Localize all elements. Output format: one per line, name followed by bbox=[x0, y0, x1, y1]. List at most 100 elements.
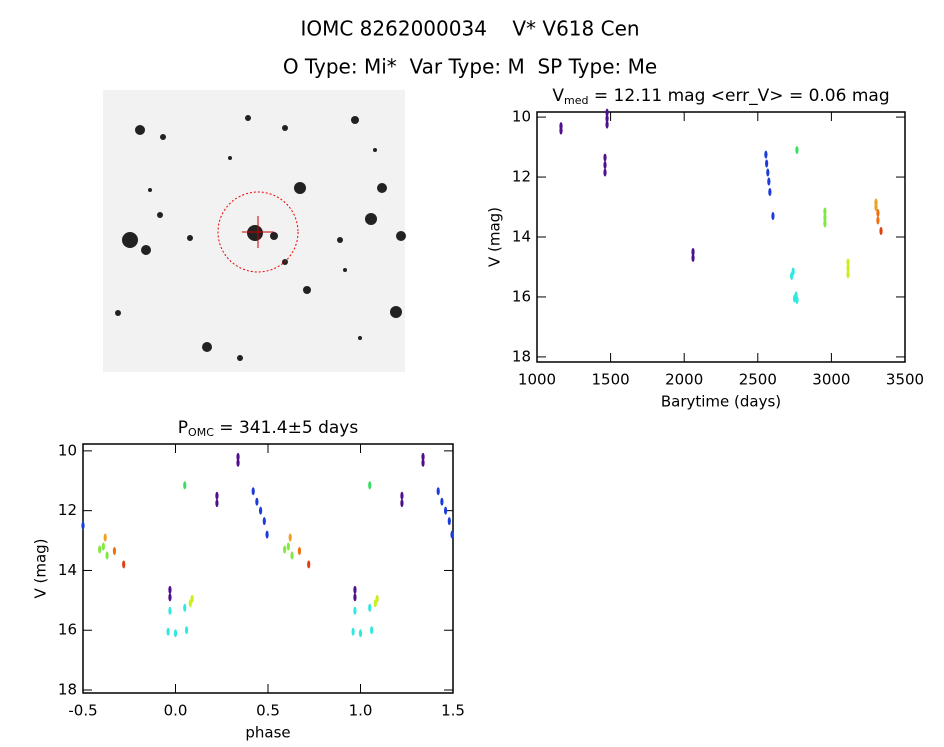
title-main: P bbox=[178, 418, 188, 438]
data-point bbox=[823, 207, 827, 216]
y-tick-label: 16 bbox=[58, 621, 77, 639]
data-point bbox=[846, 270, 850, 279]
data-point bbox=[768, 188, 772, 197]
data-point bbox=[105, 551, 109, 560]
data-point bbox=[101, 542, 105, 551]
data-point bbox=[368, 481, 372, 490]
title-main: V bbox=[552, 86, 564, 106]
data-point bbox=[307, 560, 311, 569]
data-point bbox=[876, 216, 880, 225]
data-point bbox=[185, 626, 189, 635]
data-point bbox=[122, 560, 126, 569]
data-point bbox=[400, 491, 404, 500]
data-point bbox=[183, 481, 187, 490]
data-point bbox=[81, 521, 85, 530]
data-point bbox=[823, 219, 827, 228]
title-rest: = 12.11 mag <err_V> = 0.06 mag bbox=[588, 86, 889, 106]
x-tick-label: 3000 bbox=[812, 371, 850, 389]
y-tick-label: 14 bbox=[512, 228, 531, 246]
data-point bbox=[168, 585, 172, 594]
data-point bbox=[168, 593, 172, 602]
data-point bbox=[255, 497, 259, 506]
y-tick-label: 10 bbox=[512, 108, 531, 126]
x-tick-label: 0.5 bbox=[256, 702, 280, 720]
data-point bbox=[236, 452, 240, 461]
data-point bbox=[846, 264, 850, 273]
data-point bbox=[290, 551, 294, 560]
x-tick-label: 1.0 bbox=[349, 702, 373, 720]
x-tick-label: -0.5 bbox=[68, 702, 97, 720]
data-point bbox=[603, 168, 607, 177]
data-point bbox=[691, 253, 695, 262]
data-point bbox=[771, 212, 775, 221]
data-point bbox=[764, 150, 768, 159]
data-point bbox=[353, 585, 357, 594]
data-point bbox=[846, 258, 850, 267]
y-tick-label: 16 bbox=[512, 287, 531, 305]
plot-frame bbox=[536, 111, 906, 363]
y-tick-label: 14 bbox=[58, 561, 77, 579]
data-point bbox=[351, 627, 355, 636]
data-point bbox=[236, 458, 240, 467]
x-tick-label: 1000 bbox=[518, 371, 556, 389]
data-point bbox=[791, 267, 795, 276]
data-point bbox=[603, 161, 607, 170]
x-axis-label: Barytime (days) bbox=[661, 393, 781, 411]
data-point bbox=[559, 126, 563, 135]
data-point bbox=[353, 593, 357, 602]
data-point bbox=[767, 177, 771, 186]
data-point bbox=[288, 533, 292, 542]
data-point bbox=[440, 497, 444, 506]
x-tick-label: 3500 bbox=[886, 371, 924, 389]
data-point bbox=[98, 545, 102, 554]
data-point bbox=[375, 594, 379, 603]
data-point bbox=[183, 603, 187, 612]
data-point bbox=[259, 506, 263, 515]
data-point bbox=[297, 547, 302, 556]
data-point bbox=[876, 209, 880, 218]
data-point bbox=[265, 530, 269, 539]
data-point bbox=[353, 606, 357, 615]
data-point bbox=[358, 629, 363, 638]
x-tick-label: 1.5 bbox=[441, 702, 465, 720]
data-point bbox=[215, 491, 219, 500]
x-tick-label: 1500 bbox=[592, 371, 630, 389]
data-point bbox=[286, 542, 290, 551]
data-point bbox=[691, 247, 695, 256]
x-tick-label: 2000 bbox=[665, 371, 703, 389]
data-point bbox=[251, 487, 255, 496]
data-point bbox=[262, 517, 266, 526]
data-point bbox=[166, 627, 170, 636]
figure-subtitle: O Type: Mi* Var Type: M SP Type: Me bbox=[283, 55, 657, 79]
plot-frame bbox=[82, 443, 454, 694]
title-subscript: med bbox=[564, 94, 588, 107]
data-point bbox=[283, 545, 287, 554]
data-point bbox=[823, 213, 827, 222]
data-point bbox=[444, 506, 448, 515]
data-point bbox=[605, 108, 609, 117]
data-point bbox=[436, 487, 440, 496]
y-tick-label: 12 bbox=[512, 168, 531, 186]
data-point bbox=[400, 499, 404, 508]
chart-title: Vmed = 12.11 mag <err_V> = 0.06 mag bbox=[552, 86, 889, 107]
title-rest: = 341.4±5 days bbox=[214, 418, 358, 438]
stars bbox=[115, 115, 406, 361]
data-point bbox=[190, 594, 194, 603]
data-point bbox=[215, 499, 219, 508]
data-point bbox=[879, 227, 883, 236]
chart-title: POMC = 341.4±5 days bbox=[178, 418, 359, 439]
data-point bbox=[874, 203, 878, 212]
y-tick-label: 12 bbox=[58, 501, 77, 519]
y-tick-label: 18 bbox=[58, 681, 77, 699]
y-tick-label: 18 bbox=[512, 347, 531, 365]
x-tick-label: 2500 bbox=[739, 371, 777, 389]
data-point bbox=[421, 452, 425, 461]
figure-title: IOMC 8262000034 V* V618 Cen bbox=[300, 17, 639, 41]
y-axis-label: V (mag) bbox=[32, 538, 50, 598]
data-point bbox=[795, 146, 799, 155]
data-point bbox=[765, 159, 769, 168]
data-point bbox=[605, 114, 609, 123]
data-point bbox=[112, 547, 117, 556]
data-point bbox=[370, 626, 374, 635]
data-point bbox=[450, 530, 454, 539]
